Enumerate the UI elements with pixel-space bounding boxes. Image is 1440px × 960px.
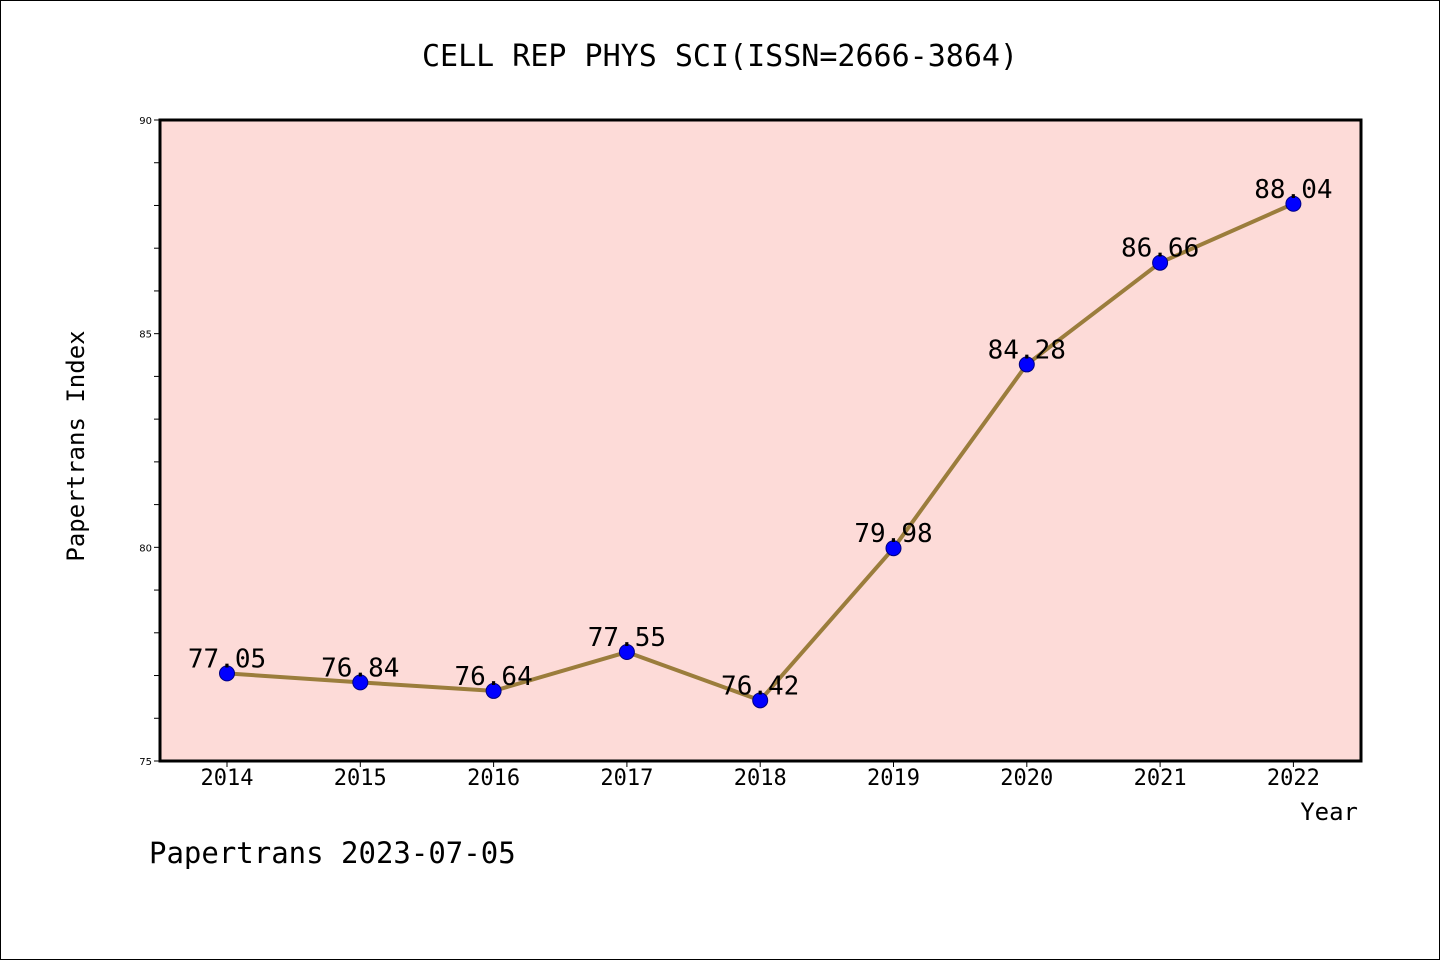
x-axis: 2014 2015 2016 2017 2018 2019 2020 2021 2022 <box>201 761 1320 791</box>
footer-stamp: Papertrans 2023-07-05 <box>149 836 516 870</box>
data-label: 77.05 <box>188 644 266 674</box>
x-tick-label: 2022 <box>1267 766 1320 791</box>
data-point <box>752 692 769 709</box>
data-point <box>885 540 902 557</box>
y-axis-label: Papertrans Index <box>62 330 90 561</box>
data-point <box>618 644 635 661</box>
x-tick-label: 2020 <box>1000 766 1053 791</box>
data-label: 79.98 <box>854 519 932 549</box>
x-tick-label: 2017 <box>600 766 653 791</box>
y-axis: 75 80 85 90 <box>139 116 160 768</box>
data-series: 77.05 76.84 76.64 77.55 76.42 79.98 84.28 86.66… <box>188 175 1333 709</box>
data-label: 76.84 <box>321 653 399 683</box>
data-point <box>352 674 369 691</box>
x-tick-label: 2016 <box>467 766 520 791</box>
data-point <box>1285 195 1302 212</box>
x-tick-label: 2019 <box>867 766 920 791</box>
data-label: 76.64 <box>454 662 532 692</box>
data-label: 76.42 <box>721 671 799 701</box>
data-label: 88.04 <box>1254 175 1332 205</box>
data-point <box>485 682 502 699</box>
data-point <box>1152 254 1169 271</box>
plot-area <box>160 120 1361 761</box>
y-tick-label: 85 <box>139 330 152 341</box>
data-point <box>219 665 235 682</box>
y-tick-label: 75 <box>139 757 152 768</box>
x-tick-label: 2021 <box>1134 766 1187 791</box>
x-tick-label: 2015 <box>334 766 387 791</box>
y-tick-label: 90 <box>139 116 152 127</box>
y-tick-label: 80 <box>139 543 152 554</box>
x-tick-label: 2018 <box>734 766 787 791</box>
x-axis-label: Year <box>1300 798 1358 826</box>
x-tick-label: 2014 <box>201 766 254 791</box>
data-label: 77.55 <box>588 623 666 653</box>
plot-border <box>158 118 1363 763</box>
data-point <box>1018 356 1035 373</box>
chart-title: CELL REP PHYS SCI(ISSN=2666-3864) <box>422 39 1018 74</box>
data-label: 84.28 <box>988 335 1066 365</box>
data-label: 86.66 <box>1121 234 1199 264</box>
